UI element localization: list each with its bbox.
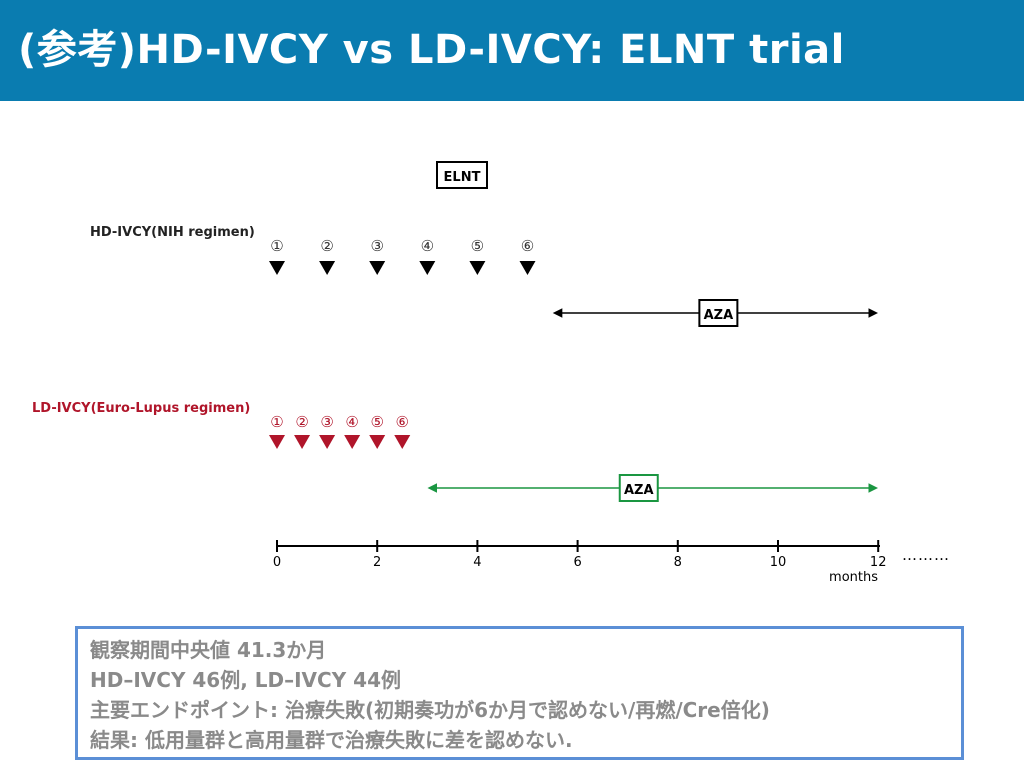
axis-continuation: ………	[902, 546, 950, 564]
ld-dose-triangle	[394, 435, 411, 449]
ld-dose-triangle	[369, 435, 386, 449]
ld-dose-number: ④	[345, 413, 358, 431]
ld-regimen-label: LD-IVCY(Euro-Lupus regimen)	[32, 401, 250, 416]
note-result: 結果: 低用量群と高用量群で治療失敗に差を認めない.	[90, 728, 573, 752]
ld-dose-triangle	[294, 435, 311, 449]
hd-dose-number: ⑥	[521, 237, 534, 255]
ld-dose-triangle	[319, 435, 336, 449]
ld-dose-triangle	[344, 435, 361, 449]
axis-tick-label: 4	[473, 555, 481, 570]
hd-dose-markers: ① ② ③ ④ ⑤ ⑥	[269, 237, 536, 275]
hd-dose-triangle	[519, 261, 536, 275]
hd-dose-triangle	[269, 261, 285, 275]
hd-dose-number: ①	[270, 237, 283, 255]
time-axis: 0 2 4 6 8 10 12	[273, 540, 887, 570]
hd-aza-box	[698, 299, 739, 327]
ld-dose-number: ⑥	[396, 413, 409, 431]
ld-dose-number: ③	[320, 413, 333, 431]
note-primary-endpoint: 主要エンドポイント: 治療失敗(初期奏功が6か月で認めない/再燃/Cre倍化)	[90, 698, 770, 722]
hd-dose-triangle	[469, 261, 486, 275]
ld-aza-label: AZA	[624, 483, 654, 498]
hd-regimen-label: HD-IVCY(NIH regimen)	[90, 225, 255, 240]
ld-dose-number: ②	[295, 413, 308, 431]
hd-dose-triangle	[419, 261, 436, 275]
study-label-box: ELNT	[436, 161, 488, 189]
note-follow-up: 観察期間中央値 41.3か月	[90, 638, 327, 662]
axis-unit-label: months	[829, 570, 878, 585]
hd-aza-label: AZA	[704, 308, 734, 323]
study-label: ELNT	[444, 170, 481, 185]
note-sample-size: HD–IVCY 46例, LD–IVCY 44例	[90, 668, 401, 692]
summary-note-box: 観察期間中央値 41.3か月 HD–IVCY 46例, LD–IVCY 44例 …	[75, 626, 964, 760]
hd-dose-triangle	[319, 261, 336, 275]
ld-dose-triangle	[269, 435, 285, 449]
axis-tick-label: 2	[373, 555, 381, 570]
axis-tick-label: 6	[573, 555, 581, 570]
ld-aza-box	[618, 474, 659, 502]
ld-dose-number: ⑤	[370, 413, 383, 431]
hd-dose-triangle	[369, 261, 386, 275]
axis-tick-label: 0	[273, 555, 281, 570]
title-bar: (参考)HD-IVCY vs LD-IVCY: ELNT trial	[0, 0, 1024, 101]
ld-dose-number: ①	[270, 413, 283, 431]
hd-dose-number: ④	[421, 237, 434, 255]
hd-dose-number: ⑤	[471, 237, 484, 255]
hd-dose-number: ②	[320, 237, 333, 255]
hd-aza-maintenance: AZA	[552, 299, 879, 327]
hd-dose-number: ③	[370, 237, 383, 255]
axis-tick-label: 12	[870, 555, 887, 570]
axis-tick-label: 8	[674, 555, 682, 570]
ld-aza-maintenance: AZA	[427, 474, 879, 502]
slide-title: (参考)HD-IVCY vs LD-IVCY: ELNT trial	[18, 27, 845, 73]
axis-tick-label: 10	[770, 555, 787, 570]
